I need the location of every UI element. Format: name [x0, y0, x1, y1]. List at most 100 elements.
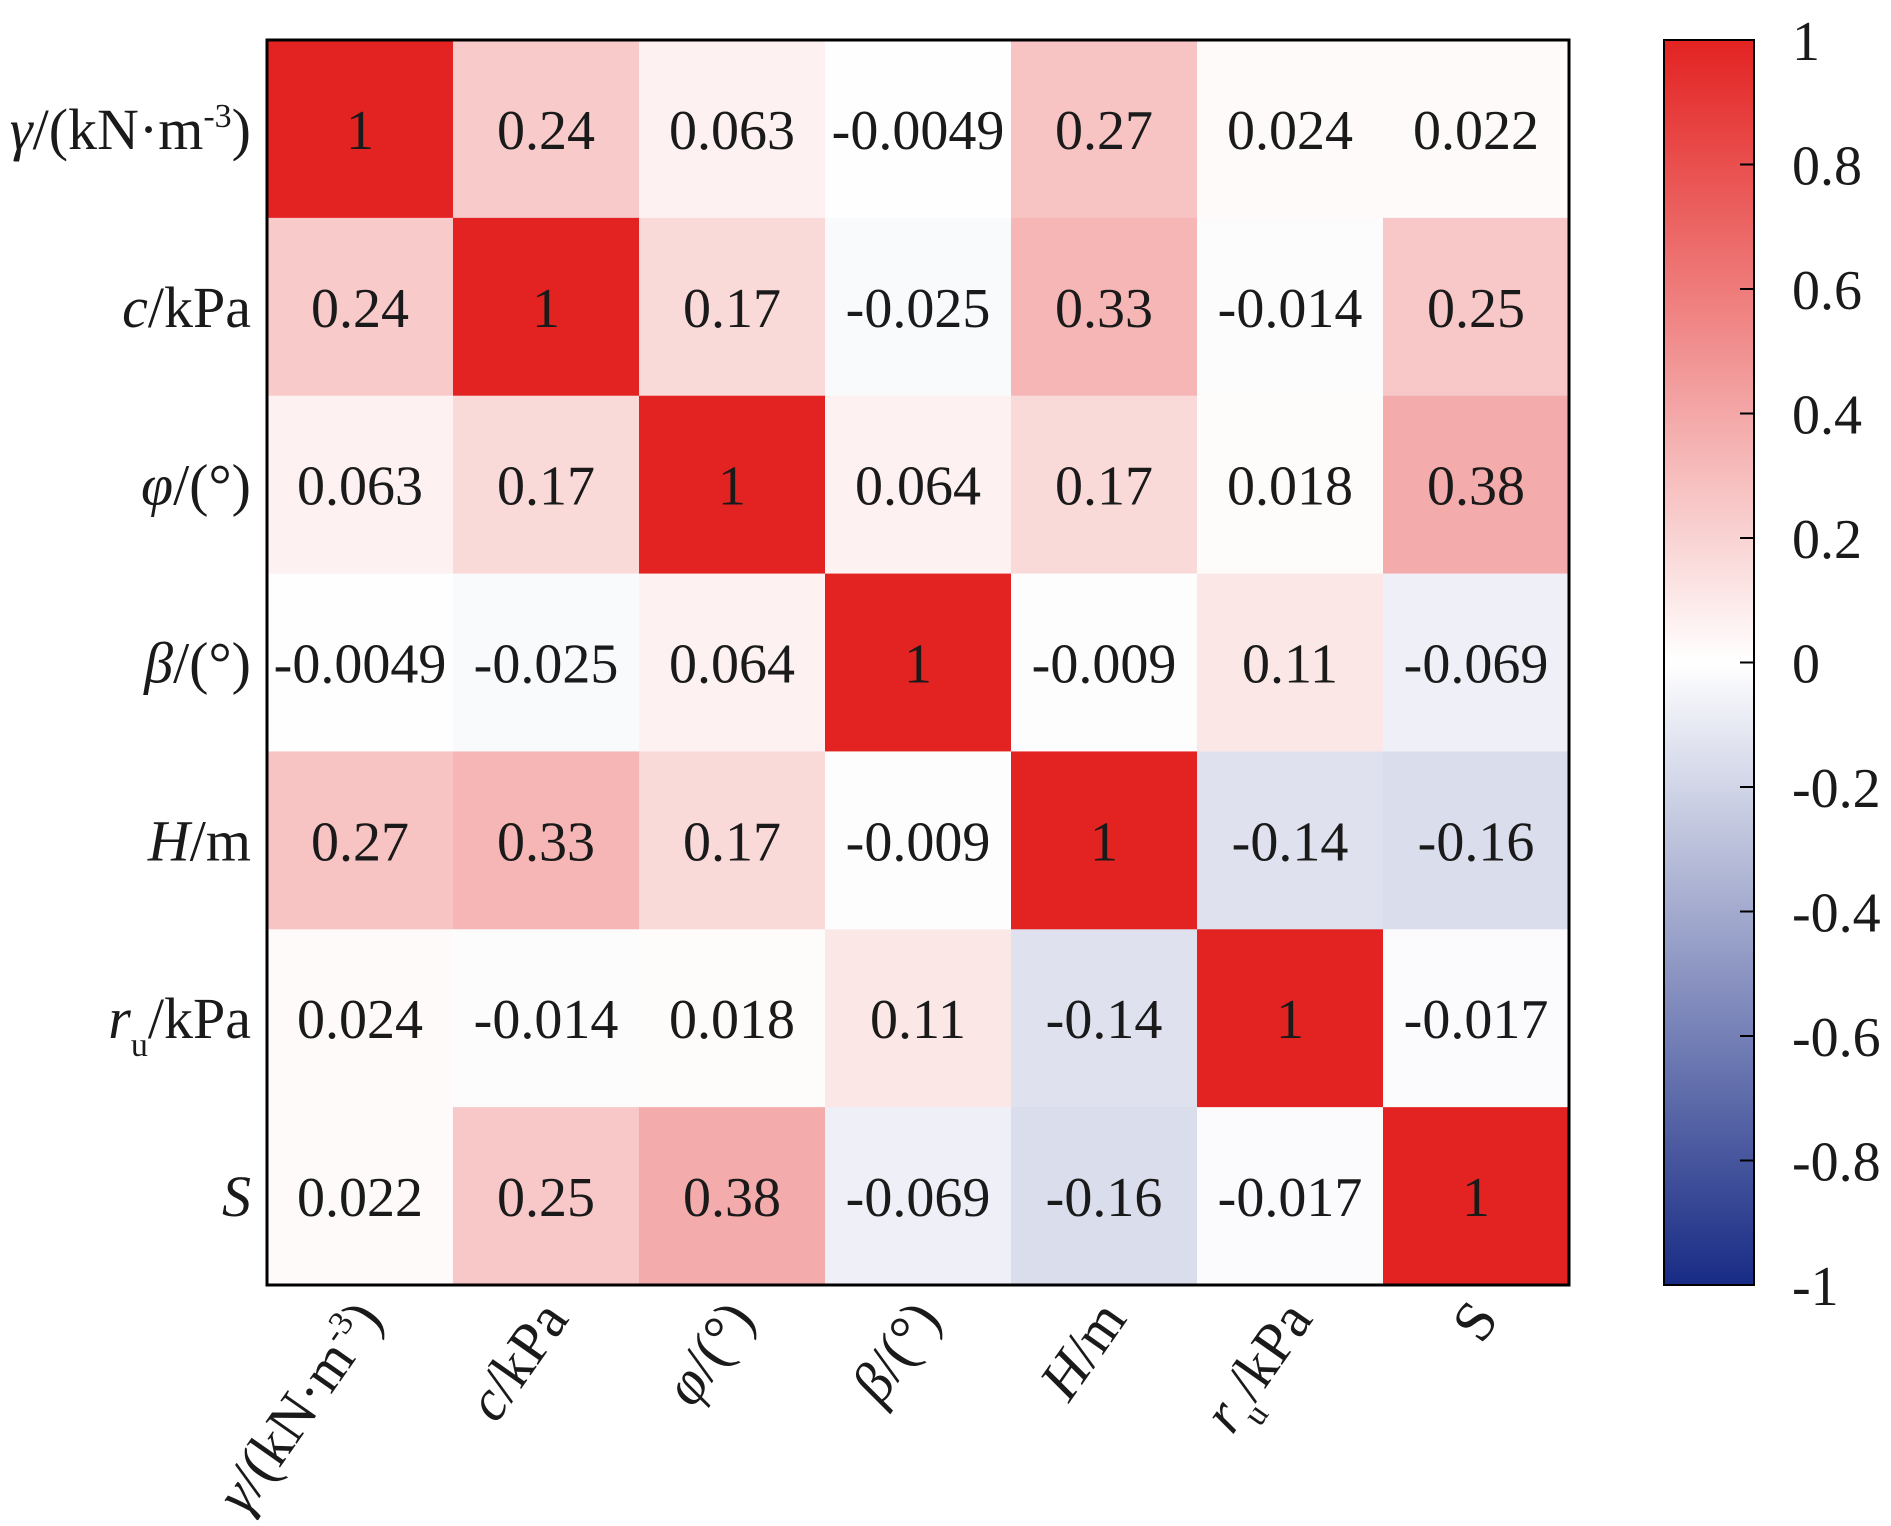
heatmap-cell	[639, 1107, 826, 1286]
heatmap-cell	[1383, 217, 1570, 397]
row-label: S	[222, 1164, 251, 1229]
cell-value-label: 0.018	[669, 989, 795, 1051]
row-label: ru/kPa	[108, 986, 251, 1064]
cell-value-label: 0.022	[297, 1167, 423, 1229]
axis-label-symbol: γ	[10, 97, 35, 162]
axis-label-unit: /(kN·m	[33, 97, 204, 162]
heatmap-cell	[1383, 573, 1570, 753]
cell-value-label: 0.33	[497, 811, 595, 873]
column-labels: γ/(kN·m-3) c/kPa φ/(°) β/(°) H/m ru/kPa S	[203, 1289, 1511, 1524]
column-label: β/(°)	[838, 1289, 953, 1415]
cell-value-label: 1	[532, 278, 560, 340]
cell-value-label: 0.17	[683, 811, 781, 873]
heatmap-cell	[1011, 929, 1198, 1108]
cell-value-label: 0.27	[311, 811, 409, 873]
heatmap-cell-labels: 1 0.24 0.063 -0.0049 0.27 0.024 0.022 0.24 1 0.17…	[274, 100, 1549, 1229]
cell-value-label: 0.17	[683, 278, 781, 340]
cell-value-label: -0.014	[474, 989, 619, 1051]
axis-label-unit: /kPa	[1212, 1289, 1324, 1411]
cell-value-label: -0.069	[846, 1167, 991, 1229]
cell-value-label: -0.16	[1046, 1167, 1163, 1229]
heatmap-cell	[639, 395, 826, 575]
heatmap-cell	[453, 40, 640, 219]
cell-value-label: -0.009	[1032, 634, 1177, 696]
colorbar-gradient	[1663, 39, 1755, 1286]
column-label: S	[1439, 1289, 1511, 1353]
row-label: β/(°)	[143, 631, 251, 696]
heatmap-cell	[267, 217, 454, 397]
heatmap-cell	[1197, 40, 1384, 219]
cell-value-label: 0.25	[1427, 278, 1525, 340]
heatmap-cell	[453, 929, 640, 1108]
heatmap-cell	[1383, 395, 1570, 575]
cell-value-label: -0.025	[846, 278, 991, 340]
heatmap-cell	[453, 217, 640, 397]
heatmap-cell	[1011, 1107, 1198, 1286]
heatmap-cell	[267, 1107, 454, 1286]
colorbar-tick-label: 0.4	[1792, 385, 1862, 447]
heatmap-cell	[1197, 395, 1384, 575]
colorbar-tick-label: -0.4	[1792, 883, 1881, 945]
heatmap-cell	[825, 929, 1012, 1108]
cell-value-label: 1	[346, 100, 374, 162]
cell-value-label: 0.33	[1055, 278, 1153, 340]
colorbar-tick-label: 0.6	[1792, 260, 1862, 322]
axis-label-symbol: S	[222, 1164, 251, 1229]
heatmap-cell	[639, 929, 826, 1108]
cell-value-label: -0.009	[846, 811, 991, 873]
cell-value-label: 0.063	[669, 100, 795, 162]
plot-frame	[265, 38, 1571, 1287]
cell-value-label: -0.14	[1232, 811, 1349, 873]
heatmap-cells	[267, 40, 1570, 1286]
colorbar: 1 0.8 0.6 0.4 0.2 0 -0.2 -0.4 -0.6 -0.8 -1	[1663, 11, 1881, 1318]
heatmap-cell	[1011, 40, 1198, 219]
cell-value-label: 1	[904, 634, 932, 696]
heatmap-cell	[267, 751, 454, 930]
cell-value-label: 0.064	[669, 634, 795, 696]
axis-label-symbol: β	[143, 631, 173, 696]
heatmap-cell	[825, 217, 1012, 397]
colorbar-tick-label: 0.2	[1792, 509, 1862, 571]
heatmap-cell	[1383, 1107, 1570, 1286]
axis-label-unit: /m	[190, 808, 251, 873]
heatmap-cell	[1011, 573, 1198, 753]
cell-value-label: 0.022	[1413, 100, 1539, 162]
heatmap-cell	[267, 40, 454, 219]
cell-value-label: 0.11	[1242, 634, 1338, 696]
axis-label-unit: /kPa	[148, 275, 251, 340]
cell-value-label: -0.14	[1046, 989, 1163, 1051]
row-label: φ/(°)	[141, 453, 251, 518]
cell-value-label: 0.38	[683, 1167, 781, 1229]
column-label: γ/(kN·m-3)	[203, 1289, 395, 1521]
heatmap-cell	[1383, 929, 1570, 1108]
heatmap-cell	[267, 929, 454, 1108]
cell-value-label: -0.0049	[832, 100, 1005, 162]
colorbar-tick-label: 0.8	[1792, 136, 1862, 198]
heatmap-cell	[267, 573, 454, 753]
axis-label-superscript: -3	[203, 98, 231, 135]
colorbar-tick-label: -0.8	[1792, 1132, 1881, 1194]
heatmap-cell	[453, 395, 640, 575]
cell-value-label: 0.25	[497, 1167, 595, 1229]
heatmap-cell	[639, 217, 826, 397]
cell-value-label: 0.024	[297, 989, 423, 1051]
heatmap-cell	[1197, 573, 1384, 753]
heatmap-cell	[267, 395, 454, 575]
cell-value-label: 0.024	[1227, 100, 1353, 162]
heatmap-cell	[825, 40, 1012, 219]
cell-value-label: 1	[718, 456, 746, 518]
colorbar-tick-label: -0.2	[1792, 758, 1881, 820]
heatmap-cell	[1383, 40, 1570, 219]
column-label: H/m	[1026, 1289, 1139, 1412]
cell-value-label: 1	[1276, 989, 1304, 1051]
heatmap-cell	[639, 40, 826, 219]
heatmap-cell	[825, 1107, 1012, 1286]
cell-value-label: -0.0049	[274, 634, 447, 696]
heatmap-cell	[639, 751, 826, 930]
heatmap-cell	[1197, 929, 1384, 1108]
heatmap-cell	[1011, 751, 1198, 930]
heatmap-cell	[1197, 217, 1384, 397]
axis-label-unit: /kPa	[148, 986, 251, 1051]
